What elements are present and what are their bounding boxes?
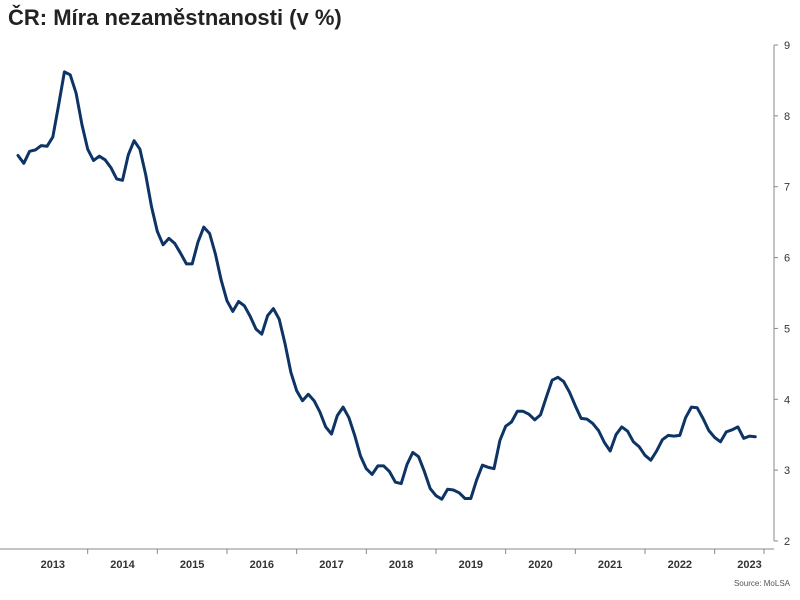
- y-tick-label: 8: [784, 111, 790, 123]
- x-axis: 2013 2014 2015 2016 2017 2018 2019 2020 2021 2022…: [0, 548, 774, 571]
- y-tick-label: 4: [784, 394, 790, 406]
- y-tick-label: 3: [784, 465, 790, 477]
- x-tick-label: 2023: [737, 559, 761, 571]
- y-tick-label: 2: [784, 536, 790, 548]
- x-tick-label: 2014: [110, 559, 135, 571]
- source-note: Source: MoLSA: [733, 579, 790, 588]
- y-tick-label: 7: [784, 182, 790, 194]
- plot-area: [16, 70, 757, 501]
- y-tick-label: 9: [784, 40, 790, 52]
- chart-title: ČR: Míra nezaměstnanosti (v %): [8, 5, 342, 30]
- x-tick-label: 2020: [528, 559, 552, 571]
- x-tick-label: 2018: [389, 559, 413, 571]
- x-tick-label: 2022: [668, 559, 692, 571]
- x-tick-label: 2015: [180, 559, 204, 571]
- x-tick-label: 2021: [598, 559, 622, 571]
- x-tick-label: 2016: [250, 559, 274, 571]
- x-tick-label: 2017: [319, 559, 343, 571]
- x-tick-label: 2013: [41, 559, 65, 571]
- y-tick-label: 5: [784, 323, 790, 335]
- series-line: [16, 70, 757, 501]
- x-tick-label: 2019: [459, 559, 483, 571]
- y-axis: 2 3 4 5 6 7 8 9: [773, 40, 790, 548]
- y-tick-label: 6: [784, 253, 790, 265]
